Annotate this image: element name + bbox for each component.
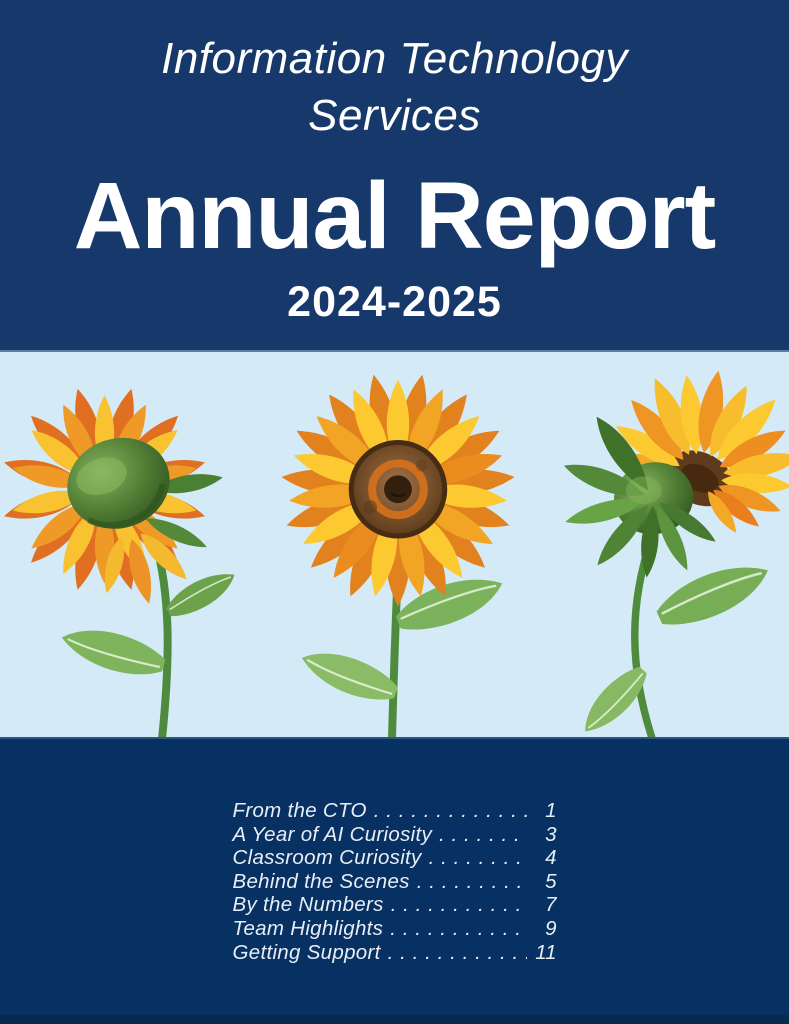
toc-entry-label: Getting Support [232, 940, 381, 964]
toc-entry-page: 9 [545, 916, 557, 940]
toc-entry-label: From the CTO [232, 799, 367, 822]
sunflower-right-calyx [560, 410, 720, 579]
sunflower-center [280, 372, 516, 737]
sunflower-banner [0, 350, 789, 739]
dot-leader [429, 846, 527, 870]
dot-leader [390, 917, 526, 941]
year-range: 2024-2025 [287, 278, 502, 326]
table-of-contents: From the CTO 1 A Year of AI Curiosity 3 … [233, 799, 557, 964]
toc-entry: Getting Support 11 [233, 941, 557, 965]
toc-entry: By the Numbers 7 [233, 893, 557, 917]
report-title: Annual Report [73, 163, 716, 269]
toc-entry-label: By the Numbers [232, 893, 384, 917]
sunflower-center-disc [348, 440, 448, 539]
toc-entry: Team Highlights 9 [233, 917, 557, 941]
dot-leader [388, 941, 527, 965]
dot-leader [417, 870, 527, 894]
toc-entry-label: A Year of AI Curiosity [232, 822, 433, 846]
toc-entry: Behind the Scenes 5 [233, 870, 557, 894]
toc-entry-page: 4 [545, 846, 557, 870]
toc-entry-page: 7 [545, 893, 557, 917]
toc-entry-label: Team Highlights [232, 916, 384, 940]
sunflowers-illustration [1, 368, 789, 737]
toc-entry: Classroom Curiosity 4 [233, 846, 557, 870]
dot-leader [374, 799, 527, 823]
toc-entry-page: 3 [545, 822, 557, 846]
toc-entry-label: Behind the Scenes [232, 869, 410, 893]
org-title: Information Technology Services [161, 34, 628, 140]
toc-entry-label: Classroom Curiosity [232, 846, 422, 870]
toc-entry-page: 1 [545, 799, 557, 822]
dot-leader [439, 823, 526, 847]
cover-header: Information Technology Services Annual R… [0, 0, 789, 352]
bottom-edge-strip [0, 1015, 789, 1024]
toc-entry: A Year of AI Curiosity 3 [233, 823, 557, 847]
toc-entry-page: 5 [545, 869, 557, 893]
toc-entry: From the CTO 1 [233, 799, 557, 823]
toc-entry-page: 11 [535, 940, 557, 964]
sunflower-left-green-dome [67, 437, 170, 529]
dot-leader [391, 893, 527, 917]
sunflower-left [1, 386, 243, 737]
cover-footer: From the CTO 1 A Year of AI Curiosity 3 … [0, 739, 789, 1024]
sunflower-right [560, 368, 789, 737]
